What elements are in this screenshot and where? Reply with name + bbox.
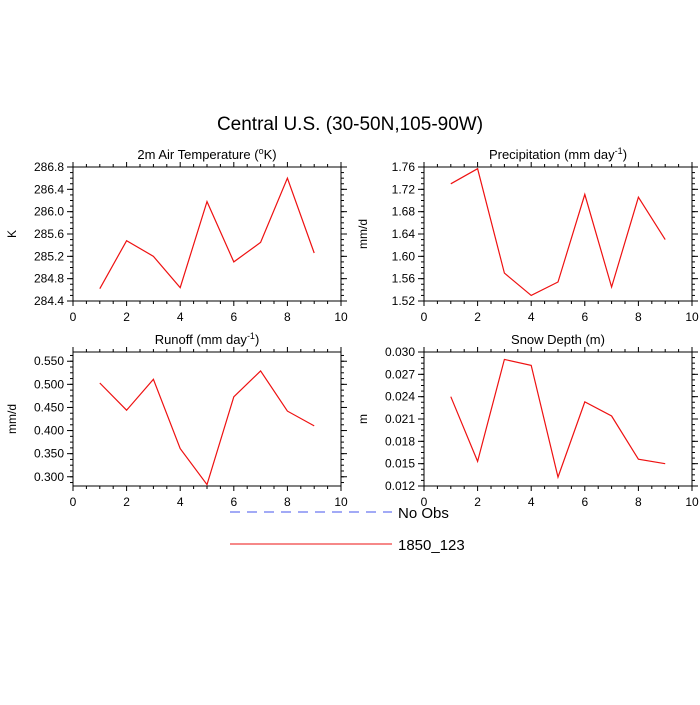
x-tick-label: 8 [284,310,291,324]
x-tick-label: 4 [528,310,535,324]
panel-title-superscript: -1 [247,331,255,341]
y-tick-label: 286.8 [34,160,64,174]
y-tick-label: 0.550 [34,354,64,368]
chart-panels: 2m Air Temperature (oK)0 2 4 6 8 10284.4284.8… [5,146,699,509]
y-tick-label: 0.015 [385,457,415,471]
y-tick-label: 284.8 [34,272,64,286]
x-tick-label: 4 [528,495,535,509]
series-line [99,369,315,486]
y-axis-label: m [356,414,370,424]
y-tick-label: 1.60 [392,249,416,263]
x-tick-label: 6 [230,495,237,509]
panel-title-text: Runoff (mm day [155,332,248,347]
plot-frame [72,166,342,302]
y-tick-label: 0.018 [385,434,415,448]
y-tick-label: 1.64 [392,227,416,241]
plot-frame [423,351,693,487]
x-tick-label: 0 [70,310,77,324]
y-axis-label: mm/d [5,404,19,434]
chart-panel-2: Precipitation (mm day-1) 0 2 4 6 8 10 1.52 1.56 1… [356,146,699,324]
series-line [450,358,666,480]
x-tick-label: 2 [123,310,130,324]
x-tick-label: 8 [635,310,642,324]
legend-label: 1850_123 [398,537,465,554]
y-tick-label: 285.6 [34,227,64,241]
y-tick-label: 1.72 [392,182,416,196]
x-tick-label: 2 [474,310,481,324]
legend-item: No Obs [230,505,449,522]
y-tick-label: 284.4 [34,294,64,308]
y-tick-label: 0.027 [385,367,415,381]
y-axis-label: mm/d [356,219,370,249]
x-tick-label: 10 [334,310,348,324]
y-tick-label: 0.012 [385,479,415,493]
panel-title: Precipitation (mm day-1) [489,146,627,162]
x-tick-label: 6 [581,310,588,324]
panel-title-superscript: -1 [615,146,623,156]
x-tick-label: 10 [685,495,699,509]
chart-panel-3: Runoff (mm day-1) 0 2 4 6 8 10 0.300 0.350 0.400 0… [5,331,348,509]
y-tick-label: 0.450 [34,400,64,414]
legend-item: 1850_123 [230,537,465,554]
y-tick-label: 285.2 [34,249,64,263]
legend-label: No Obs [398,505,449,522]
y-axis-label: K [5,230,19,238]
x-tick-label: 6 [230,310,237,324]
x-tick-label: 8 [635,495,642,509]
y-tick-label: 0.021 [385,412,415,426]
x-tick-label: 0 [421,310,428,324]
series-line [99,176,315,289]
x-tick-label: 2 [123,495,130,509]
y-tick-label: 286.4 [34,182,64,196]
panel-title-tail: K) [264,147,277,162]
legend: No Obs 1850_123 [230,505,465,554]
x-tick-label: 4 [177,495,184,509]
y-tick-label: 0.500 [34,377,64,391]
panel-title-tail: ) [623,147,627,162]
chart-panel-4: Snow Depth (m) 0 2 4 6 8 10 0.012 0.015 0.018 0.02… [356,332,699,509]
panel-title-text: 2m Air Temperature ( [137,147,259,162]
x-tick-label: 6 [581,495,588,509]
x-tick-label: 8 [284,495,291,509]
y-tick-label: 0.024 [385,390,415,404]
panel-title-tail: ) [255,332,259,347]
panel-title-superscript: o [259,146,264,156]
panel-title-text: Precipitation (mm day [489,147,615,162]
panel-title: 2m Air Temperature (oK) [137,146,276,162]
x-tick-label: 0 [421,495,428,509]
panel-title: Snow Depth (m) [511,332,605,347]
y-tick-label: 0.400 [34,424,64,438]
x-tick-label: 0 [70,495,77,509]
y-tick-label: 1.56 [392,272,416,286]
chart-panel-1: 2m Air Temperature (oK) 0 2 4 6 8 10 284.4 284.8… [5,146,348,324]
x-tick-label: 10 [334,495,348,509]
y-tick-label: 0.300 [34,470,64,484]
panel-title: Runoff (mm day-1) [155,331,260,347]
series-line [450,167,666,297]
y-tick-label: 286.0 [34,205,64,219]
x-tick-label: 4 [177,310,184,324]
figure-title: Central U.S. (30-50N,105-90W) [217,114,483,135]
y-tick-label: 1.68 [392,205,416,219]
y-tick-label: 1.52 [392,294,416,308]
panel-title-text: Snow Depth (m) [511,332,605,347]
y-tick-label: 1.76 [392,160,416,174]
x-tick-label: 2 [474,495,481,509]
x-tick-label: 10 [685,310,699,324]
y-tick-label: 0.030 [385,345,415,359]
y-tick-label: 0.350 [34,447,64,461]
